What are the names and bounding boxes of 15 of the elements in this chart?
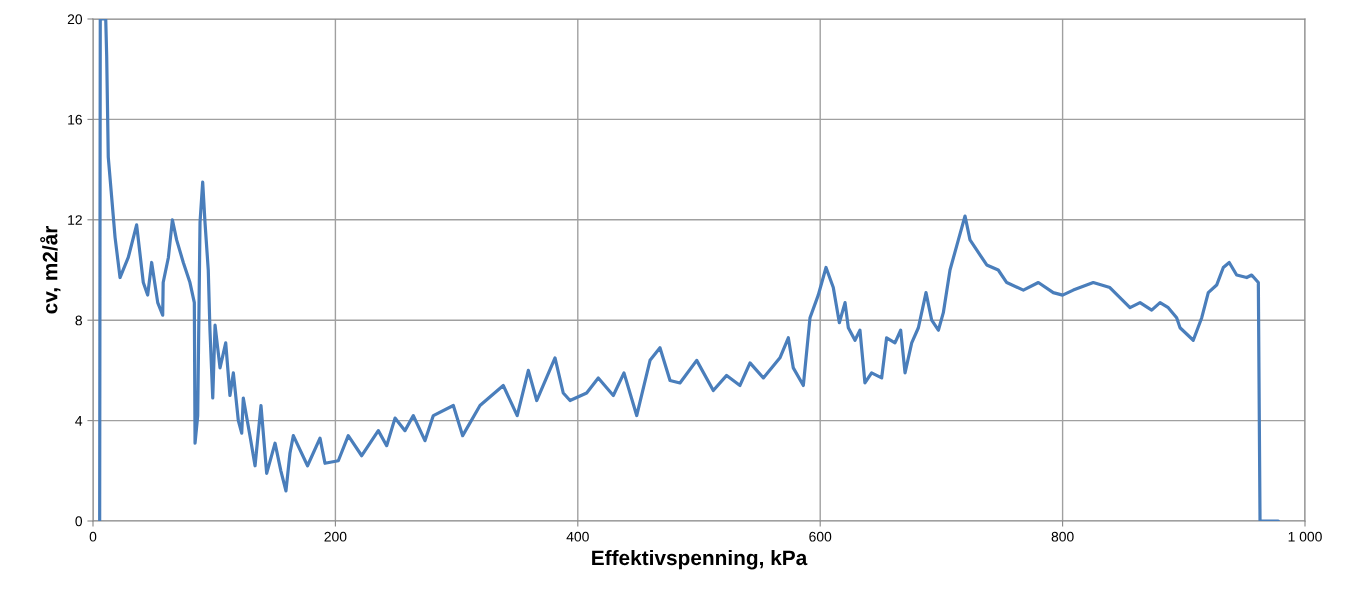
y-tick-label: 16	[68, 114, 82, 125]
x-tick-label: 1 000	[1288, 531, 1322, 542]
x-axis-title: Effektivspenning, kPa	[592, 549, 808, 570]
y-tick-label: 12	[68, 215, 82, 225]
y-tick-label: 20	[67, 14, 83, 25]
y-tick-label: 8	[75, 315, 82, 326]
x-tick-label: 800	[1051, 531, 1074, 542]
x-tick-label: 400	[566, 531, 589, 542]
y-tick-label: 4	[75, 416, 83, 426]
x-tick-label: 600	[809, 531, 832, 542]
x-tick-label: 0	[89, 531, 97, 542]
y-tick-label: 0	[75, 516, 83, 527]
line-series	[98, 19, 1280, 521]
y-axis-title: cv, m2/år	[40, 225, 61, 314]
x-tick-label: 200	[324, 531, 347, 542]
